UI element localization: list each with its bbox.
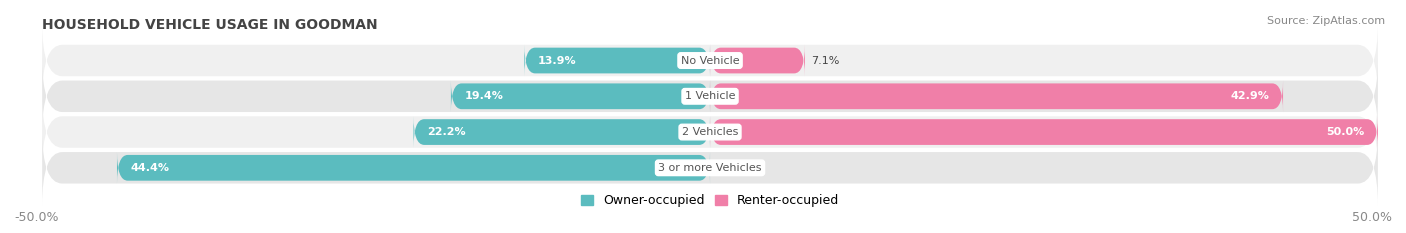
Text: 50.0%: 50.0% — [1353, 211, 1392, 224]
Text: No Vehicle: No Vehicle — [681, 55, 740, 65]
Text: 44.4%: 44.4% — [131, 163, 169, 173]
FancyBboxPatch shape — [710, 45, 804, 76]
Text: 13.9%: 13.9% — [537, 55, 576, 65]
FancyBboxPatch shape — [42, 58, 1378, 134]
FancyBboxPatch shape — [710, 116, 1378, 148]
Text: 0.0%: 0.0% — [717, 163, 745, 173]
FancyBboxPatch shape — [42, 23, 1378, 98]
FancyBboxPatch shape — [42, 130, 1378, 206]
Text: 1 Vehicle: 1 Vehicle — [685, 91, 735, 101]
Text: 19.4%: 19.4% — [464, 91, 503, 101]
Text: 50.0%: 50.0% — [1326, 127, 1364, 137]
Text: 7.1%: 7.1% — [811, 55, 839, 65]
Text: 2 Vehicles: 2 Vehicles — [682, 127, 738, 137]
Text: Source: ZipAtlas.com: Source: ZipAtlas.com — [1267, 16, 1385, 26]
FancyBboxPatch shape — [451, 81, 710, 112]
Text: 3 or more Vehicles: 3 or more Vehicles — [658, 163, 762, 173]
Text: HOUSEHOLD VEHICLE USAGE IN GOODMAN: HOUSEHOLD VEHICLE USAGE IN GOODMAN — [42, 18, 378, 32]
FancyBboxPatch shape — [42, 94, 1378, 170]
FancyBboxPatch shape — [117, 152, 710, 184]
FancyBboxPatch shape — [413, 116, 710, 148]
Text: 42.9%: 42.9% — [1230, 91, 1270, 101]
FancyBboxPatch shape — [710, 81, 1284, 112]
FancyBboxPatch shape — [524, 45, 710, 76]
Legend: Owner-occupied, Renter-occupied: Owner-occupied, Renter-occupied — [575, 189, 845, 212]
Text: -50.0%: -50.0% — [14, 211, 59, 224]
Text: 22.2%: 22.2% — [427, 127, 465, 137]
